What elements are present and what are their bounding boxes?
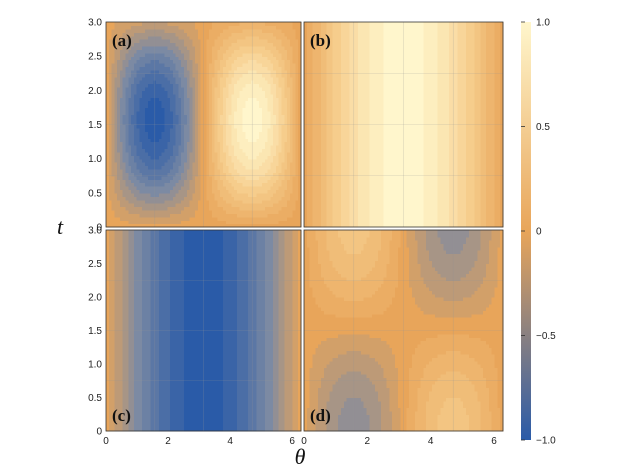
panel-label: (c): [112, 406, 131, 425]
x-tick-label: 2: [165, 436, 171, 447]
x-tick-label: 0: [103, 436, 109, 447]
panel-b: (b): [303, 21, 504, 228]
panel-c: (c): [105, 229, 302, 432]
colorbar: 1.0 0.5 0 −0.5 −1.0: [521, 18, 556, 447]
panel-frame: [105, 229, 302, 432]
y-tick-label: 2.0: [88, 293, 102, 304]
panel-a: (a): [105, 21, 302, 228]
y-tick-label: 0.5: [88, 393, 102, 404]
panel-label: (d): [310, 406, 331, 425]
colorbar-tick-label: 1.0: [536, 18, 550, 29]
colorbar-tick-label: 0.5: [536, 122, 550, 133]
panels: (a) (b) (c) (d): [105, 21, 504, 432]
x-tick-label: 2: [365, 436, 371, 447]
heatmap-cells: [304, 230, 504, 432]
gridlines: [304, 22, 503, 227]
panel-label: (a): [112, 31, 132, 50]
y-tick-label: 1.0: [88, 154, 102, 165]
y-tick-label: 2.5: [88, 259, 102, 270]
gridlines: [106, 22, 301, 227]
heatmap-cells: [106, 22, 302, 228]
colorbar-tick-label: −0.5: [536, 331, 556, 342]
colorbar-gradient: [521, 22, 531, 440]
x-tick-label: 4: [428, 436, 434, 447]
y-tick-label: 0: [96, 427, 102, 438]
colorbar-tick-label: 0: [536, 227, 542, 238]
panel-frame: [105, 21, 302, 228]
tick-labels: 00.51.01.52.02.53.000.51.01.52.02.53.00 2…: [88, 18, 497, 448]
y-tick-label: 1.5: [88, 120, 102, 131]
panel-frame: [303, 229, 504, 432]
y-tick-label: 2.0: [88, 86, 102, 97]
x-tick-label: 6: [491, 436, 497, 447]
y-axis-label: t: [57, 214, 64, 239]
y-tick-label: 0.5: [88, 188, 102, 199]
y-tick-label: 2.5: [88, 52, 102, 63]
panel-frame: [303, 21, 504, 228]
heatmap-cells: [304, 22, 504, 228]
x-axis-label: θ: [295, 444, 306, 469]
panel-d: (d): [303, 229, 504, 432]
y-tick-label: 1.5: [88, 326, 102, 337]
x-tick-label: 0: [301, 436, 307, 447]
gridlines: [304, 230, 503, 431]
x-tick-label: 4: [227, 436, 233, 447]
heatmap-cells: [106, 230, 302, 432]
panel-label: (b): [310, 31, 331, 50]
y-tick-label: 1.0: [88, 360, 102, 371]
colorbar-tick-label: −1.0: [536, 436, 556, 447]
y-tick-label: 3.0: [88, 18, 102, 29]
gridlines: [106, 230, 301, 431]
y-tick-label: 0: [96, 223, 102, 234]
x-tick-label: 6: [289, 436, 295, 447]
y-tick-label: 3.0: [88, 226, 102, 237]
